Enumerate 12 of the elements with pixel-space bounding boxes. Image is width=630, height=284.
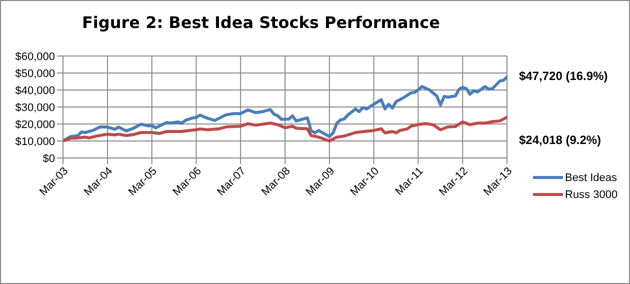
y-tick-label: $20,000 bbox=[15, 118, 55, 131]
legend-label: Russ 3000 bbox=[565, 188, 618, 200]
y-tick-label: $50,000 bbox=[15, 68, 55, 80]
chart-title: Figure 2: Best Idea Stocks Performance bbox=[81, 13, 441, 32]
y-tick-label: $0 bbox=[42, 152, 55, 165]
y-tick-label: $60,000 bbox=[15, 50, 55, 63]
annotation: $47,720 (16.9%) bbox=[519, 69, 608, 84]
legend-label: Best Ideas bbox=[565, 172, 617, 184]
annotation: $24,018 (9.2%) bbox=[519, 133, 602, 148]
y-tick-label: $40,000 bbox=[15, 84, 55, 97]
y-tick-label: $30,000 bbox=[15, 102, 55, 114]
y-tick-label: $10,000 bbox=[15, 136, 55, 148]
